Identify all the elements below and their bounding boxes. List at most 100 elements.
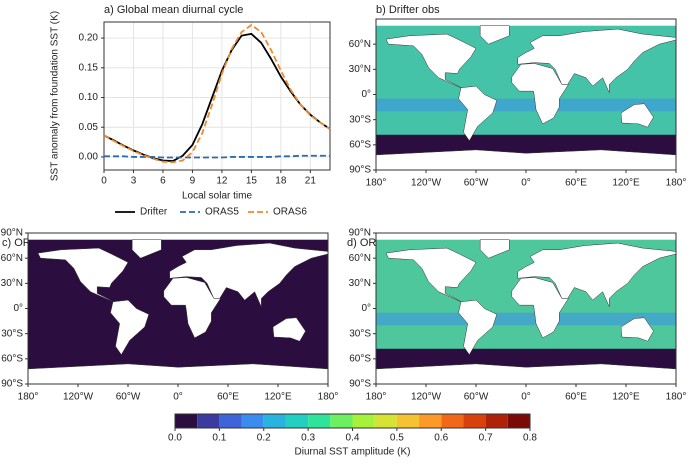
y-tick-label: 0° xyxy=(361,89,371,100)
y-tick-label: 0° xyxy=(13,303,23,314)
land xyxy=(163,277,221,339)
y-tick-label: 30°S xyxy=(349,328,371,339)
x-tick-label: 120°E xyxy=(612,392,640,403)
x-tick-label: 0.3 xyxy=(301,433,315,444)
y-tick-label: 90°N xyxy=(1,228,23,239)
colorbar-bin xyxy=(197,414,220,428)
land xyxy=(131,239,162,259)
series-line xyxy=(104,154,330,159)
land xyxy=(110,299,150,356)
land xyxy=(511,277,569,339)
land xyxy=(620,103,654,128)
land xyxy=(511,63,569,125)
y-tick-label: 60°N xyxy=(349,253,371,264)
legend-label: ORAS6 xyxy=(273,207,307,218)
land xyxy=(385,247,477,303)
land xyxy=(458,299,498,356)
colorbar-bin xyxy=(263,414,286,428)
x-tick-label: 180° xyxy=(366,392,387,403)
plot-frame xyxy=(103,21,331,171)
legend-label: ORAS5 xyxy=(205,207,239,218)
x-tick-label: 0 xyxy=(101,176,107,187)
colorbar-bin xyxy=(419,414,442,428)
x-tick-label: 60°W xyxy=(464,178,489,189)
land xyxy=(458,85,498,142)
colorbar-bin xyxy=(308,414,331,428)
y-tick-label: 0° xyxy=(361,303,371,314)
x-tick-label: 180° xyxy=(18,392,39,403)
x-tick-label: 180° xyxy=(366,178,387,189)
x-tick-label: 0.8 xyxy=(523,433,537,444)
x-tick-label: 120°W xyxy=(63,392,94,403)
x-tick-label: 60°E xyxy=(565,178,587,189)
x-tick-label: 180° xyxy=(666,178,687,189)
land xyxy=(272,317,306,342)
colorbar-bin xyxy=(352,414,375,428)
x-tick-label: 0.4 xyxy=(346,433,360,444)
colorbar-bin xyxy=(374,414,397,428)
colorbar-label: Diurnal SST amplitude (K) xyxy=(295,447,411,458)
land xyxy=(620,317,654,342)
y-tick-label: 90°S xyxy=(349,379,371,390)
x-tick-label: 6 xyxy=(160,176,166,187)
chart-title: b) Drifter obs xyxy=(376,4,440,16)
y-tick-label: 30°S xyxy=(349,114,371,125)
colorbar-bin xyxy=(463,414,486,428)
x-tick-label: 0.2 xyxy=(257,433,271,444)
ocean-band xyxy=(376,98,676,112)
y-tick-label: 60°S xyxy=(349,139,371,150)
x-tick-label: 120°W xyxy=(411,392,442,403)
colorbar-bin xyxy=(330,414,353,428)
land xyxy=(385,33,477,89)
x-tick-label: 21 xyxy=(305,176,317,187)
x-tick-label: 0.5 xyxy=(390,433,404,444)
colorbar-bin xyxy=(485,414,508,428)
y-tick-label: 30°N xyxy=(1,278,23,289)
ocean-band xyxy=(376,312,676,326)
land xyxy=(479,25,510,45)
y-tick-label: 0.10 xyxy=(79,92,99,103)
x-tick-label: 180° xyxy=(666,392,687,403)
x-tick-label: 120°E xyxy=(264,392,292,403)
x-tick-label: 0° xyxy=(173,392,183,403)
y-tick-label: 30°S xyxy=(1,328,23,339)
x-tick-label: 3 xyxy=(131,176,137,187)
y-tick-label: 0.15 xyxy=(79,62,99,73)
x-tick-label: 60°W xyxy=(464,392,489,403)
x-tick-label: 60°E xyxy=(565,392,587,403)
x-tick-label: 0.6 xyxy=(434,433,448,444)
x-tick-label: 60°W xyxy=(116,392,141,403)
x-tick-label: 0.0 xyxy=(168,433,182,444)
colorbar-bin xyxy=(441,414,464,428)
x-tick-label: 18 xyxy=(275,176,287,187)
land xyxy=(479,239,510,259)
colorbar-bin xyxy=(507,414,530,428)
y-tick-label: 60°N xyxy=(1,253,23,264)
colorbar-bin xyxy=(396,414,420,428)
y-tick-label: 0.00 xyxy=(79,152,99,163)
y-tick-label: 60°S xyxy=(1,353,23,364)
x-tick-label: 12 xyxy=(216,176,228,187)
x-axis-label: Local solar time xyxy=(182,191,252,202)
y-tick-label: 90°N xyxy=(349,228,371,239)
x-tick-label: 0.1 xyxy=(212,433,226,444)
x-tick-label: 180° xyxy=(318,392,339,403)
colorbar-bin xyxy=(241,414,264,428)
land xyxy=(37,247,129,303)
colorbar-bin xyxy=(285,414,309,428)
x-tick-label: 0.7 xyxy=(479,433,493,444)
y-tick-label: 90°S xyxy=(1,379,23,390)
x-tick-label: 15 xyxy=(246,176,258,187)
colorbar-bin xyxy=(219,414,242,428)
y-tick-label: 0.05 xyxy=(79,122,99,133)
y-tick-label: 30°N xyxy=(349,64,371,75)
x-tick-label: 0° xyxy=(521,392,531,403)
x-tick-label: 9 xyxy=(190,176,196,187)
series-line xyxy=(103,23,331,164)
y-tick-label: 30°N xyxy=(349,278,371,289)
y-tick-label: 60°S xyxy=(349,353,371,364)
x-tick-label: 60°E xyxy=(217,392,239,403)
x-tick-label: 120°E xyxy=(612,178,640,189)
y-tick-label: 90°S xyxy=(349,165,371,176)
